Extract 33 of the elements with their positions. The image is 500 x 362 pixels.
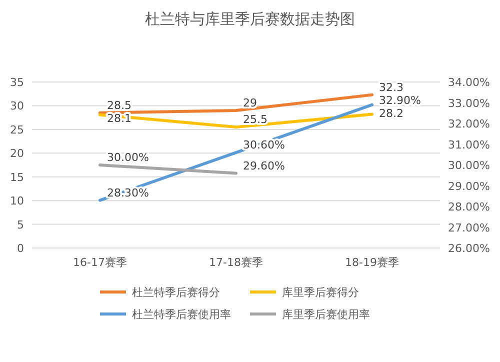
y-tick-label: 20 xyxy=(10,147,24,160)
y2-tick-label: 29.00% xyxy=(448,180,490,193)
legend-label: 库里季后赛使用率 xyxy=(282,308,370,321)
y2-tick-label: 32.00% xyxy=(448,118,490,130)
x-tick-label: 18-19赛季 xyxy=(345,256,399,269)
y2-tick-label: 28.00% xyxy=(448,200,490,214)
data-label: 28.2 xyxy=(379,106,404,120)
data-label: 29.60% xyxy=(243,159,285,172)
y2-tick-label: 30.00% xyxy=(448,159,490,172)
chart-title: 杜兰特与库里季后赛数据走势图 xyxy=(145,10,355,28)
y-tick-label: 0 xyxy=(17,242,24,255)
data-label: 32.90% xyxy=(379,94,421,107)
y-tick-label: 25 xyxy=(10,123,24,136)
x-tick-label: 16-17赛季 xyxy=(73,256,127,269)
y-tick-label: 15 xyxy=(10,170,24,184)
data-label: 28.5 xyxy=(107,98,132,112)
y2-tick-label: 34.00% xyxy=(448,76,490,89)
y-tick-label: 30 xyxy=(10,100,24,113)
data-label: 29 xyxy=(243,96,257,110)
data-label: 32.3 xyxy=(379,80,404,94)
legend-label: 杜兰特季后赛得分 xyxy=(132,286,220,299)
y2-tick-label: 26.00% xyxy=(448,242,490,255)
y-tick-label: 10 xyxy=(10,194,24,208)
data-label: 25.5 xyxy=(243,113,268,126)
data-label: 30.00% xyxy=(107,151,149,164)
y2-tick-label: 27.00% xyxy=(448,221,490,234)
y-tick-label: 35 xyxy=(10,76,24,89)
legend-label: 库里季后赛得分 xyxy=(282,286,359,299)
x-tick-label: 17-18赛季 xyxy=(209,256,263,269)
y2-tick-label: 31.00% xyxy=(448,138,490,152)
y2-tick-label: 33.00% xyxy=(448,96,490,110)
legend-label: 杜兰特季后赛使用率 xyxy=(132,308,231,321)
y-tick-label: 5 xyxy=(17,218,24,232)
